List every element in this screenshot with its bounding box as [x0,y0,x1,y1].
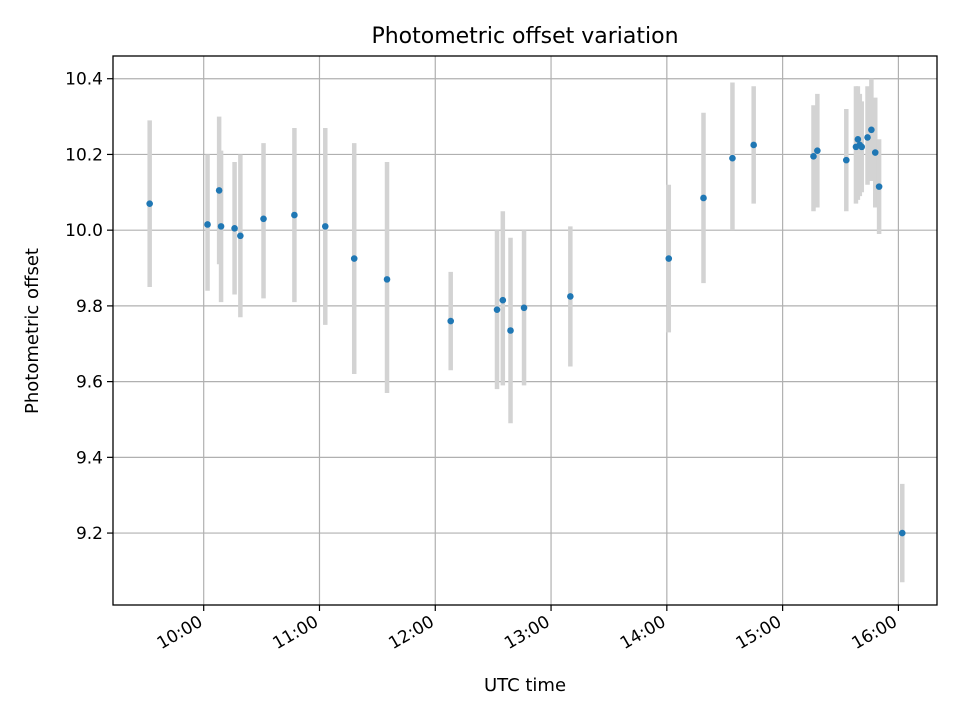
y-tick-label: 9.8 [76,297,103,317]
data-point [260,215,267,223]
data-point [447,317,455,325]
data-point [146,200,153,207]
data-point [854,135,862,143]
data-point [383,276,391,283]
y-tick-label: 9.2 [76,524,103,544]
chart-title: Photometric offset variation [371,24,678,49]
data-point [864,134,871,141]
plot-frame [112,55,938,606]
data-point [875,183,883,190]
data-point [700,194,707,202]
data-point [871,149,879,156]
data-point [237,232,244,240]
data-point [291,211,298,219]
data-point [499,296,507,304]
data-point [231,224,238,232]
data-point [868,126,875,134]
data-points [146,126,906,537]
data-point [350,255,358,262]
data-point [215,187,223,194]
data-point [204,221,211,228]
data-point [750,141,757,149]
data-point [507,327,514,334]
data-point [217,223,225,230]
data-point [493,306,501,313]
data-point [843,156,850,164]
y-tick-label: 10.2 [65,145,103,165]
y-axis: 9.2 9.4 9.6 9.8 10.0 10.2 10.4 [65,70,113,544]
data-point [898,529,906,537]
data-point [567,293,574,300]
y-tick-label: 9.6 [76,373,103,393]
data-point [729,154,736,162]
y-axis-label: Photometric offset [22,248,43,414]
y-tick-label: 10.4 [65,70,103,90]
y-tick-label: 9.4 [76,448,103,468]
data-point [858,143,866,151]
data-point [665,255,673,262]
y-tick-label: 10.0 [65,221,103,241]
x-axis-label: UTC time [484,675,566,696]
data-point [321,223,329,230]
data-point [814,147,821,154]
data-point [520,304,528,312]
data-point [810,153,817,160]
